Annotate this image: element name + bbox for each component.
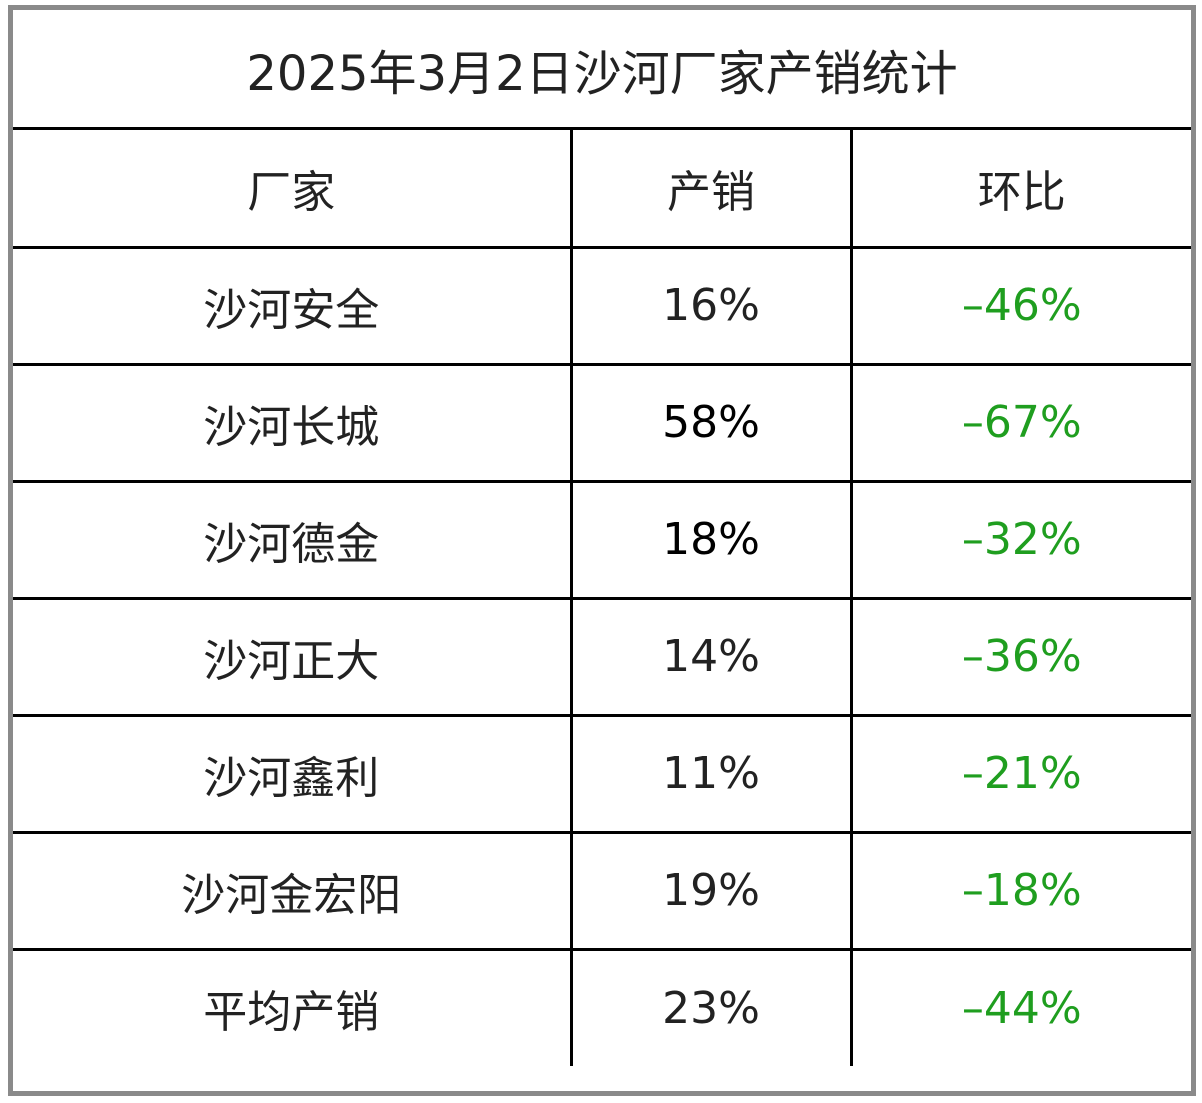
manufacturer-cell: 沙河金宏阳	[13, 832, 573, 951]
mom-change-cell: –18%	[851, 832, 1191, 951]
manufacturer-cell: 沙河德金	[13, 481, 573, 600]
header-production-sales: 产销	[571, 130, 853, 249]
production-sales-cell: 58%	[571, 364, 853, 483]
table-row: 沙河安全 16% –46%	[13, 247, 1191, 366]
mom-change-cell: –46%	[851, 247, 1191, 366]
mom-change-cell: –36%	[851, 598, 1191, 717]
table-row: 沙河鑫利 11% –21%	[13, 715, 1191, 834]
production-sales-cell: 14%	[571, 598, 853, 717]
manufacturer-cell: 沙河安全	[13, 247, 573, 366]
table-row: 沙河德金 18% –32%	[13, 481, 1191, 600]
header-row: 厂家 产销 环比	[13, 130, 1191, 249]
manufacturer-cell: 沙河长城	[13, 364, 573, 483]
header-manufacturer: 厂家	[13, 130, 573, 249]
manufacturer-cell: 平均产销	[13, 949, 573, 1066]
table-title: 2025年3月2日沙河厂家产销统计	[13, 10, 1191, 130]
production-sales-cell: 16%	[571, 247, 853, 366]
production-sales-table: 厂家 产销 环比 沙河安全 16% –46% 沙河长城 58% –67% 沙河德…	[13, 130, 1191, 1066]
production-sales-cell: 18%	[571, 481, 853, 600]
manufacturer-cell: 沙河正大	[13, 598, 573, 717]
mom-change-cell: –44%	[961, 982, 1082, 1034]
mom-change-cell: –67%	[851, 364, 1191, 483]
header-mom-change: 环比	[851, 130, 1191, 249]
production-sales-cell: 19%	[571, 832, 853, 951]
table-row: 沙河长城 58% –67%	[13, 364, 1191, 483]
production-sales-cell: 23%	[571, 949, 853, 1066]
mom-change-cell: –21%	[851, 715, 1191, 834]
mom-change-cell: –32%	[851, 481, 1191, 600]
manufacturer-cell: 沙河鑫利	[13, 715, 573, 834]
table-row: 沙河正大 14% –36%	[13, 598, 1191, 717]
stats-table-container: 2025年3月2日沙河厂家产销统计 厂家 产销 环比 沙河安全 16% –46%…	[8, 5, 1196, 1096]
table-row: 沙河金宏阳 19% –18%	[13, 832, 1191, 951]
table-row: 平均产销 23% –44%	[13, 949, 1191, 1066]
production-sales-cell: 11%	[571, 715, 853, 834]
